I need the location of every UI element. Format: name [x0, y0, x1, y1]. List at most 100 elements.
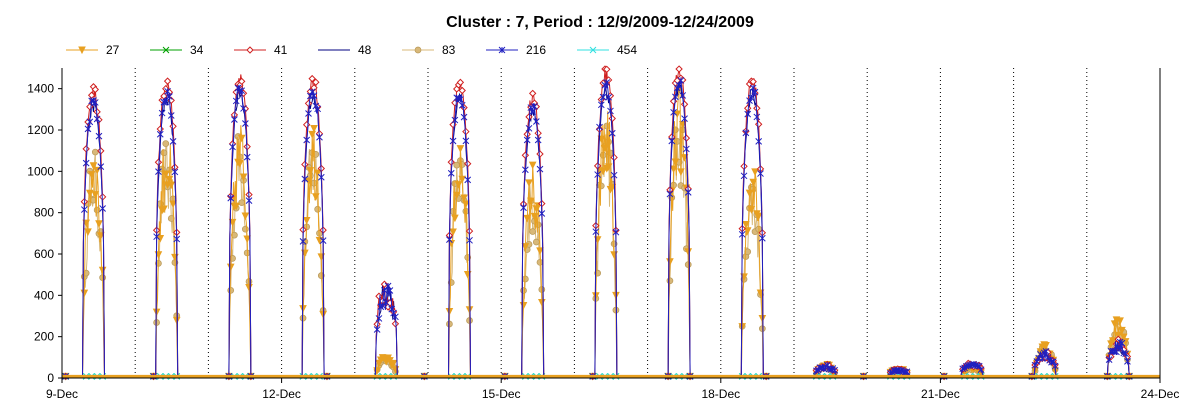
data-point [392, 313, 399, 321]
data-point [677, 168, 685, 177]
data-point [528, 89, 537, 98]
data-point [166, 93, 173, 100]
data-point [758, 234, 766, 242]
data-point [592, 228, 600, 236]
data-point [522, 166, 529, 174]
data-point [754, 212, 763, 221]
data-point [232, 97, 240, 105]
data-point [1042, 341, 1050, 350]
data-point [82, 269, 90, 277]
data-point [608, 184, 617, 192]
data-point [1122, 350, 1129, 358]
x-tick-label: 24-Dec [1141, 387, 1180, 401]
data-point [744, 248, 752, 256]
data-point [608, 114, 616, 123]
x-axis-ticks: 9-Dec 12-Dec 15-Dec 18-Dec 21-Dec 24-Dec [46, 378, 1179, 401]
data-point [375, 315, 383, 322]
data-point [529, 228, 537, 235]
data-point [522, 275, 529, 283]
data-point [607, 107, 614, 115]
data-point [303, 136, 311, 144]
data-point [596, 123, 603, 131]
data-point [532, 238, 540, 246]
data-point [447, 169, 455, 177]
data-point [308, 130, 316, 139]
data-point [525, 179, 533, 188]
data-point [238, 199, 246, 207]
data-point [449, 228, 457, 237]
x-tick-label: 15-Dec [482, 387, 521, 401]
data-point [308, 74, 316, 83]
data-point [386, 287, 394, 294]
data-point [1114, 331, 1123, 340]
axes [61, 68, 1161, 379]
data-point [1042, 348, 1050, 355]
data-point [99, 205, 106, 212]
data-point [447, 279, 455, 286]
y-tick-label: 200 [34, 330, 54, 344]
data-point [239, 173, 248, 182]
x-tick-label: 9-Dec [46, 387, 78, 401]
x-tick-label: 21-Dec [921, 387, 960, 401]
data-point [82, 145, 90, 153]
data-point [755, 138, 763, 145]
data-point [95, 132, 103, 140]
legend-item-41: 41 [234, 43, 288, 57]
data-point [521, 151, 530, 159]
y-tick-label: 800 [34, 206, 54, 220]
data-point [414, 46, 422, 54]
data-point [520, 287, 527, 294]
data-point [231, 116, 238, 123]
data-point [529, 108, 537, 115]
data-point [240, 105, 247, 112]
series-layer [61, 65, 1160, 381]
legend-item-454: 454 [577, 43, 637, 57]
data-point [612, 228, 620, 236]
data-point [463, 271, 472, 279]
y-tick-label: 400 [34, 288, 54, 302]
data-point [232, 202, 241, 211]
data-point [160, 205, 168, 214]
data-point [536, 247, 544, 255]
legend-label: 27 [106, 43, 120, 57]
data-point [534, 136, 542, 144]
data-point [1124, 358, 1131, 365]
data-point [97, 163, 105, 171]
data-point [742, 129, 750, 137]
data-point [97, 147, 105, 155]
data-point [93, 206, 101, 214]
data-point [675, 65, 683, 73]
data-point [162, 46, 170, 54]
data-point [153, 233, 160, 241]
data-point [610, 171, 618, 179]
legend-label: 83 [442, 43, 456, 57]
data-point [243, 235, 252, 244]
data-point [172, 316, 181, 325]
data-point [89, 162, 98, 170]
data-point [498, 46, 506, 54]
legend-item-34: 34 [150, 43, 204, 57]
data-point [86, 189, 94, 198]
data-point [87, 171, 96, 179]
y-tick-label: 600 [34, 247, 54, 261]
data-point [604, 163, 613, 171]
data-point [751, 168, 759, 177]
data-point [169, 122, 177, 131]
data-point [740, 273, 748, 281]
data-point [680, 154, 689, 162]
data-point [520, 204, 527, 212]
data-point [671, 158, 680, 167]
data-point [536, 165, 544, 173]
x-tick-label: 12-Dec [262, 387, 301, 401]
data-point [446, 236, 453, 243]
y-axis-ticks: 0 200 400 600 800 1000 1200 1400 [27, 82, 62, 385]
series-216 [62, 77, 1157, 380]
y-tick-label: 1000 [27, 164, 54, 178]
data-point [758, 314, 767, 323]
legend-label: 48 [358, 43, 372, 57]
data-point [525, 124, 533, 132]
data-point [449, 137, 457, 145]
data-point [228, 218, 237, 227]
data-point [84, 228, 92, 237]
y-tick-label: 0 [47, 371, 54, 385]
